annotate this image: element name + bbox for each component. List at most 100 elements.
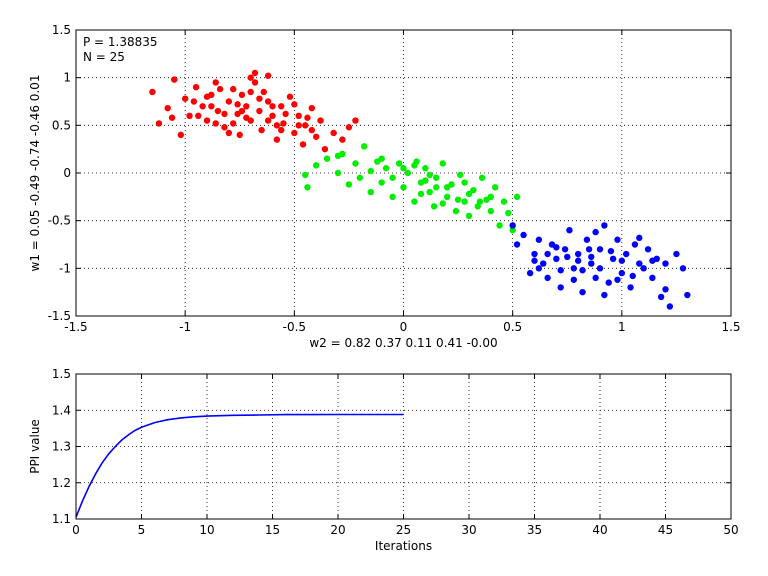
- scatter-point: [352, 160, 359, 167]
- x-tick-label: 0: [72, 523, 80, 537]
- scatter-point: [422, 165, 429, 172]
- scatter-point: [230, 120, 237, 127]
- scatter-point: [478, 174, 486, 181]
- x-tick-label: 35: [527, 523, 542, 537]
- y-tick-label: 1.2: [52, 476, 71, 490]
- scatter-point: [400, 184, 407, 191]
- scatter-point: [352, 117, 359, 124]
- scatter-point: [291, 101, 298, 108]
- scatter-point: [544, 274, 551, 282]
- scatter-point: [465, 190, 473, 198]
- y-tick-label: 0: [63, 166, 71, 180]
- scatter-point: [585, 246, 593, 253]
- x-tick-label: 25: [396, 523, 411, 537]
- x-tick-label: -1.5: [64, 320, 87, 334]
- scatter-point: [230, 85, 237, 93]
- scatter-point: [662, 286, 669, 293]
- scatter-point: [164, 104, 171, 112]
- scatter-point: [553, 255, 560, 262]
- scatter-point: [212, 120, 219, 127]
- y-axis-label: w1 = 0.05 -0.49 -0.74 -0.46 0.01: [28, 75, 42, 272]
- scatter-point: [273, 122, 281, 129]
- scatter-point: [203, 93, 211, 100]
- scatter-point: [221, 124, 228, 131]
- scatter-point: [295, 112, 302, 120]
- ppi-series-line: [75, 413, 404, 518]
- scatter-point: [629, 272, 636, 280]
- scatter-point: [312, 162, 320, 169]
- scatter-point: [487, 207, 495, 215]
- scatter-point: [465, 212, 473, 220]
- scatter-point: [295, 122, 302, 129]
- scatter-point: [168, 114, 176, 121]
- x-tick-label: 5: [138, 523, 146, 537]
- scatter-point: [330, 129, 337, 137]
- scatter-point: [256, 95, 263, 102]
- scatter-point: [221, 110, 228, 118]
- scatter-point: [214, 107, 222, 115]
- x-tick-label: 50: [723, 523, 738, 537]
- scatter-point: [212, 79, 219, 86]
- scatter-point: [607, 247, 615, 255]
- x-tick-label: 0.5: [503, 320, 522, 334]
- y-tick-label: 1.4: [52, 403, 71, 417]
- scatter-point: [605, 279, 612, 286]
- scatter-point: [216, 85, 224, 93]
- scatter-point: [618, 257, 626, 264]
- scatter-point: [452, 207, 460, 215]
- scatter-point: [566, 227, 573, 234]
- scatter-point: [474, 203, 481, 210]
- scatter-point: [411, 162, 418, 169]
- scatter-point: [426, 171, 433, 179]
- scatter-point: [312, 133, 320, 140]
- scatter-point: [614, 236, 621, 243]
- scatter-point: [433, 174, 440, 181]
- scatter-point: [334, 169, 342, 177]
- scatter-point: [679, 265, 687, 272]
- scatter-point: [238, 107, 246, 115]
- scatter-point: [649, 257, 656, 264]
- x-tick-label: -1: [179, 320, 191, 334]
- scatter-point: [304, 184, 311, 191]
- scatter-point: [636, 234, 643, 242]
- scatter-point: [588, 260, 595, 267]
- y-tick-label: -1.5: [48, 309, 71, 323]
- scatter-point: [623, 250, 630, 258]
- scatter-point: [570, 265, 577, 272]
- scatter-point: [243, 103, 250, 110]
- scatter-point: [367, 167, 374, 175]
- scatter-point: [433, 184, 440, 191]
- x-tick-label: 1: [618, 320, 626, 334]
- x-tick-label: 15: [265, 523, 280, 537]
- scatter-point: [574, 257, 582, 264]
- scatter-point: [186, 112, 193, 120]
- scatter-point: [535, 265, 543, 272]
- scatter-point: [236, 131, 243, 139]
- scatter-point: [509, 222, 516, 229]
- scatter-point: [531, 257, 538, 264]
- scatter-point: [177, 131, 184, 139]
- scatter-point: [378, 179, 385, 186]
- x-tick-label: 30: [461, 523, 476, 537]
- scatter-point: [454, 196, 462, 203]
- scatter-point: [251, 69, 259, 77]
- scatter-point: [684, 291, 691, 299]
- scatter-point: [500, 198, 508, 205]
- y-tick-label: 1.5: [52, 367, 71, 381]
- y-tick-label: 1.1: [52, 512, 71, 526]
- scatter-point: [308, 104, 315, 112]
- scatter-point: [378, 155, 385, 162]
- scatter-point: [579, 288, 586, 296]
- x-tick-label: -0.5: [283, 320, 306, 334]
- scatter-point: [673, 250, 680, 258]
- scatter-point: [321, 145, 329, 153]
- scatter-point: [264, 72, 272, 79]
- scatter-point: [457, 171, 464, 179]
- scatter-point: [278, 103, 285, 110]
- scatter-point: [564, 253, 571, 261]
- scatter-point: [631, 241, 639, 248]
- scatter-point: [155, 120, 163, 127]
- scatter-point: [389, 193, 396, 201]
- scatter-point: [443, 193, 451, 201]
